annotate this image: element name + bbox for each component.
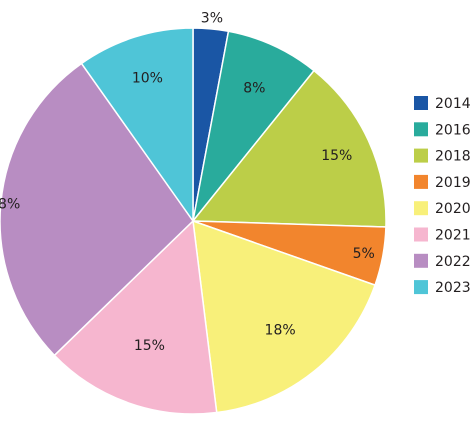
- legend-label-2018: 2018: [435, 149, 471, 165]
- data-label-2019: 5%: [353, 246, 375, 262]
- data-label-2014: 3%: [201, 10, 223, 26]
- legend-label-2014: 2014: [435, 96, 471, 112]
- legend-swatch-2018: [414, 149, 428, 163]
- legend-label-2022: 2022: [435, 254, 471, 270]
- legend: 2014 2016 2018 2019 2020 2021 2022 2023: [414, 96, 471, 296]
- data-label-2023: 10%: [132, 71, 163, 87]
- legend-label-2021: 2021: [435, 228, 471, 244]
- legend-label-2019: 2019: [435, 175, 471, 191]
- legend-swatch-2021: [414, 228, 428, 242]
- legend-swatch-2023: [414, 280, 428, 294]
- legend-swatch-2014: [414, 96, 428, 110]
- legend-swatch-2019: [414, 175, 428, 189]
- data-label-2020: 18%: [265, 322, 296, 338]
- legend-label-2020: 2020: [435, 201, 471, 217]
- legend-swatch-2022: [414, 254, 428, 268]
- data-label-2021: 15%: [134, 338, 165, 354]
- legend-label-2016: 2016: [435, 122, 471, 138]
- data-label-2022: 28%: [0, 197, 20, 213]
- data-label-2018: 15%: [321, 148, 352, 164]
- pie-slices: [0, 28, 386, 414]
- data-label-2016: 8%: [243, 81, 265, 97]
- legend-swatch-2020: [414, 201, 428, 215]
- legend-label-2023: 2023: [435, 280, 471, 296]
- legend-swatch-2016: [414, 122, 428, 136]
